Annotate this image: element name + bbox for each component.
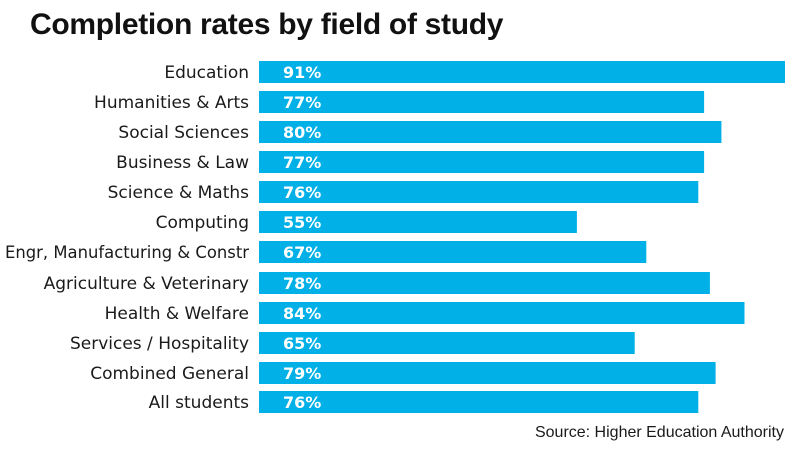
category-label: Services / Hospitality <box>70 334 249 354</box>
bar-row: Social Sciences 80% <box>118 121 722 143</box>
value-label: 79% <box>283 364 321 383</box>
category-label: All students <box>149 393 249 413</box>
bar-row: Humanities & Arts 77% <box>94 91 705 113</box>
category-label: Combined General <box>90 364 249 384</box>
value-label: 76% <box>283 183 321 202</box>
bar-row: Services / Hospitality 65% <box>70 332 635 354</box>
bar-row: All students 76% <box>149 391 699 413</box>
value-label: 76% <box>283 393 321 412</box>
bar <box>259 272 710 294</box>
bar <box>259 121 722 143</box>
value-label: 78% <box>283 274 321 293</box>
category-label: Engr, Manufacturing & Constr <box>5 243 249 263</box>
bar-row: Health & Welfare 84% <box>105 302 745 324</box>
bar-row: Science & Maths 76% <box>108 181 699 203</box>
category-label: Social Sciences <box>118 123 249 143</box>
source-note: Source: Higher Education Authority <box>534 424 784 441</box>
value-label: 65% <box>283 334 321 353</box>
bar-row: Engr, Manufacturing & Constr 67% <box>5 241 647 263</box>
bar <box>259 362 716 384</box>
value-label: 77% <box>283 93 321 112</box>
value-label: 67% <box>283 243 321 262</box>
bar-row: Business & Law 77% <box>116 151 705 173</box>
bar <box>259 151 705 173</box>
bar-row: Computing 55% <box>156 211 577 233</box>
category-label: Education <box>164 63 249 83</box>
chart-title: Completion rates by field of study <box>30 8 504 41</box>
category-label: Humanities & Arts <box>94 93 249 113</box>
value-label: 77% <box>283 153 321 172</box>
bar-row: Education 91% <box>164 61 785 83</box>
bar <box>259 91 705 113</box>
value-label: 80% <box>283 123 321 142</box>
bar <box>259 391 699 413</box>
category-label: Science & Maths <box>108 183 249 203</box>
value-label: 55% <box>283 213 321 232</box>
category-label: Agriculture & Veterinary <box>44 274 249 294</box>
category-label: Business & Law <box>116 153 249 173</box>
category-label: Computing <box>156 213 249 233</box>
bar <box>259 181 699 203</box>
bar-row: Agriculture & Veterinary 78% <box>44 272 710 294</box>
category-label: Health & Welfare <box>105 304 249 324</box>
value-label: 91% <box>283 63 321 82</box>
bar <box>259 211 577 233</box>
value-label: 84% <box>283 304 321 323</box>
bar <box>259 241 647 263</box>
bar <box>259 302 745 324</box>
bar-row: Combined General 79% <box>90 362 716 384</box>
bar <box>259 61 785 83</box>
bar <box>259 332 635 354</box>
